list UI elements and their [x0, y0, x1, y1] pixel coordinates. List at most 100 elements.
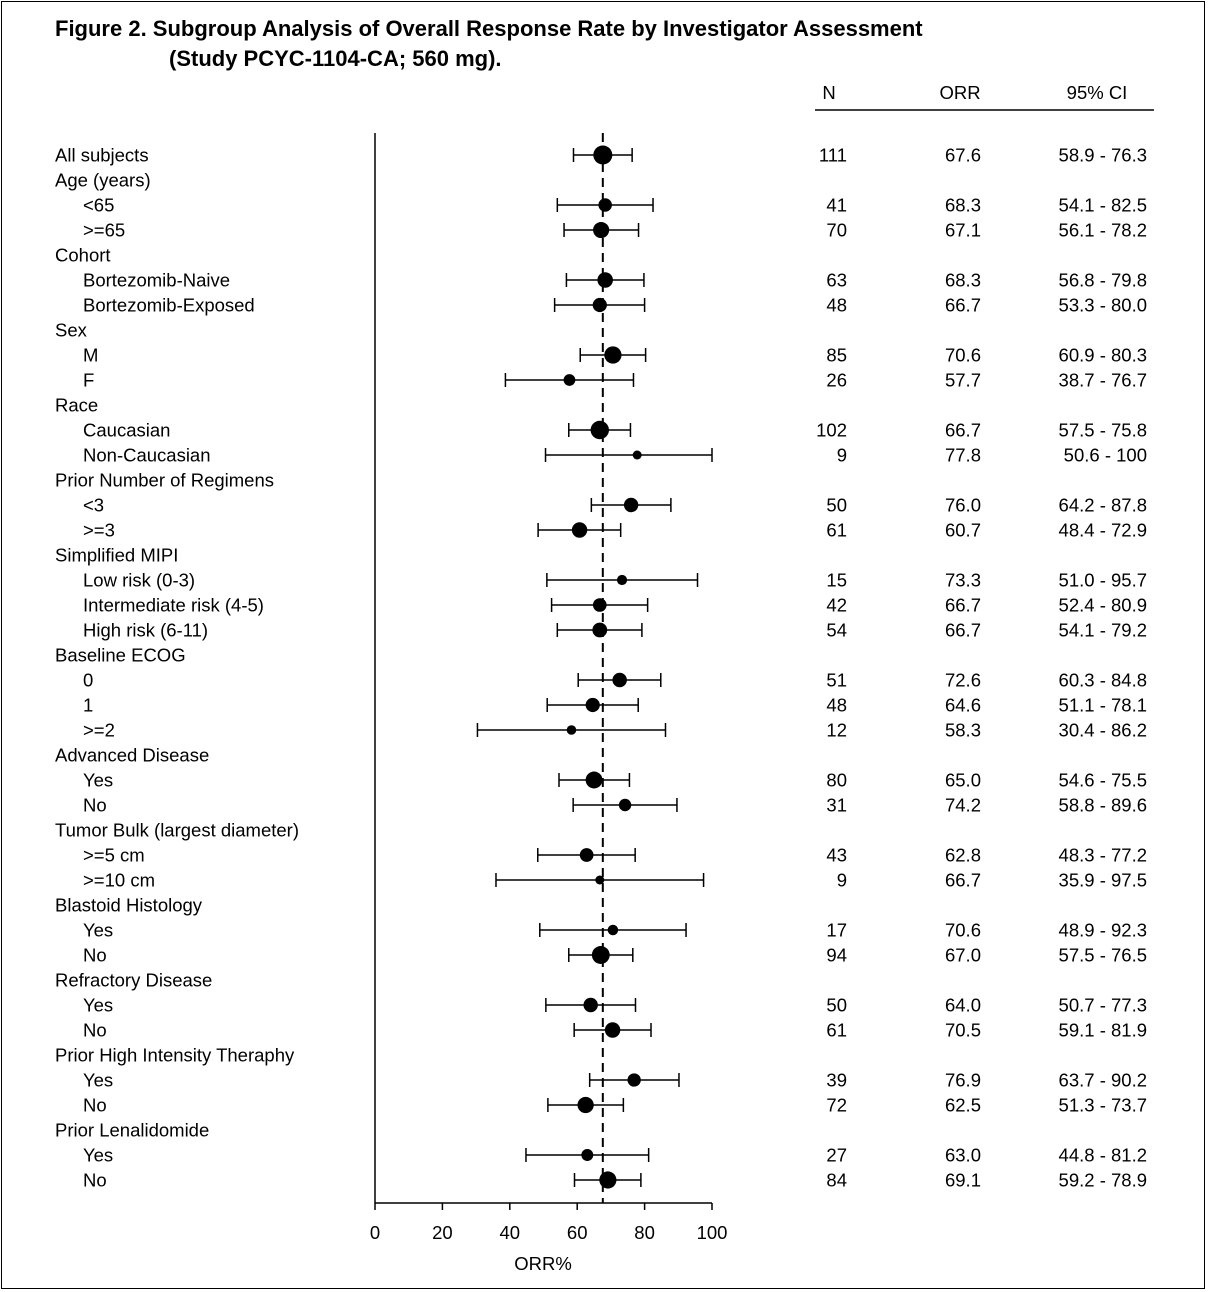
orr-point [579, 848, 594, 862]
ci-value: 56.8 - 79.8 [1059, 270, 1147, 291]
title-line-1: Figure 2. Subgroup Analysis of Overall R… [55, 16, 923, 41]
subgroup-label: Bortezomib-Exposed [83, 295, 255, 316]
subgroup-label: >=3 [83, 520, 115, 541]
subgroup-label: 0 [83, 670, 93, 691]
orr-point [604, 346, 622, 364]
group-label: Prior Lenalidomide [55, 1120, 209, 1141]
subgroup-label: >=5 cm [83, 845, 145, 866]
x-axis-title: ORR% [514, 1253, 572, 1274]
subgroup-label: Yes [83, 770, 113, 791]
ci-value: 63.7 - 90.2 [1059, 1070, 1147, 1091]
orr-point [595, 875, 605, 885]
orr-value: 67.0 [945, 945, 981, 966]
orr-value: 66.7 [945, 620, 981, 641]
orr-point [598, 198, 612, 212]
subgroup-label: Yes [83, 1145, 113, 1166]
n-value: 72 [826, 1095, 847, 1116]
orr-value: 67.1 [945, 220, 981, 241]
subgroup-label: Non-Caucasian [83, 445, 211, 466]
orr-point [592, 297, 607, 313]
orr-point [627, 1073, 641, 1087]
ci-value: 57.5 - 76.5 [1059, 945, 1147, 966]
subgroup-label: >=2 [83, 720, 115, 741]
n-value: 63 [826, 270, 847, 291]
ci-value: 48.3 - 77.2 [1059, 845, 1147, 866]
ci-value: 64.2 - 87.8 [1059, 495, 1147, 516]
subgroup-label: >=65 [83, 220, 125, 241]
orr-value: 64.0 [945, 995, 981, 1016]
subgroup-label: Yes [83, 1070, 113, 1091]
group-label: Race [55, 395, 98, 416]
orr-point [593, 145, 613, 165]
subgroup-label: High risk (6-11) [83, 620, 208, 641]
n-value: 26 [826, 370, 847, 391]
n-value: 61 [826, 520, 847, 541]
group-label: Tumor Bulk (largest diameter) [55, 820, 299, 841]
orr-value: 76.9 [945, 1070, 981, 1091]
group-label: All subjects [55, 145, 149, 166]
ci-value: 58.9 - 76.3 [1059, 145, 1147, 166]
orr-value: 77.8 [945, 445, 981, 466]
subgroup-label: <3 [83, 495, 104, 516]
n-value: 31 [826, 795, 847, 816]
n-value: 50 [826, 995, 847, 1016]
ci-value: 59.2 - 78.9 [1059, 1170, 1147, 1191]
ci-value: 60.3 - 84.8 [1059, 670, 1147, 691]
subgroup-label: Caucasian [83, 420, 170, 441]
group-label: Refractory Disease [55, 970, 212, 991]
orr-value: 65.0 [945, 770, 981, 791]
n-value: 15 [826, 570, 847, 591]
subgroup-label: No [83, 795, 107, 816]
n-value: 9 [837, 445, 847, 466]
orr-point [612, 672, 627, 688]
orr-point [597, 272, 613, 288]
ci-value: 60.9 - 80.3 [1059, 345, 1147, 366]
x-tick-label: 20 [432, 1222, 453, 1243]
orr-point [623, 497, 639, 513]
n-value: 42 [826, 595, 847, 616]
x-tick-label: 0 [370, 1222, 380, 1243]
group-label: Blastoid Histology [55, 895, 203, 916]
n-value: 43 [826, 845, 847, 866]
orr-value: 57.7 [945, 370, 981, 391]
orr-point [571, 522, 588, 538]
n-value: 54 [826, 620, 847, 641]
orr-value: 68.3 [945, 195, 981, 216]
ci-value: 51.3 - 73.7 [1059, 1095, 1147, 1116]
orr-point [591, 946, 610, 964]
n-value: 50 [826, 495, 847, 516]
x-tick-label: 80 [634, 1222, 655, 1243]
n-value: 85 [826, 345, 847, 366]
orr-point [577, 1096, 594, 1114]
orr-value: 62.5 [945, 1095, 981, 1116]
subgroup-label: Intermediate risk (4-5) [83, 595, 264, 616]
orr-value: 68.3 [945, 270, 981, 291]
orr-value: 76.0 [945, 495, 981, 516]
n-value: 12 [826, 720, 847, 741]
orr-point [592, 598, 607, 612]
orr-value: 67.6 [945, 145, 981, 166]
n-value: 70 [826, 220, 847, 241]
n-value: 41 [826, 195, 847, 216]
n-value: 48 [826, 295, 847, 316]
orr-value: 70.6 [945, 345, 981, 366]
title-line-2: (Study PCYC-1104-CA; 560 mg). [169, 46, 502, 71]
orr-value: 69.1 [945, 1170, 981, 1191]
orr-point [607, 924, 619, 936]
ci-value: 48.9 - 92.3 [1059, 920, 1147, 941]
subgroup-label: No [83, 1170, 107, 1191]
n-value: 27 [826, 1145, 847, 1166]
subgroup-label: >=10 cm [83, 870, 155, 891]
subgroup-label: Yes [83, 995, 113, 1016]
n-value: 9 [837, 870, 847, 891]
ci-value: 57.5 - 75.8 [1059, 420, 1147, 441]
orr-value: 66.7 [945, 295, 981, 316]
ci-value: 52.4 - 80.9 [1059, 595, 1147, 616]
orr-point [566, 725, 577, 735]
group-label: Advanced Disease [55, 745, 209, 766]
n-value: 80 [826, 770, 847, 791]
group-label: Prior Number of Regimens [55, 470, 274, 491]
ci-value: 35.9 - 97.5 [1059, 870, 1147, 891]
orr-point [593, 221, 610, 239]
